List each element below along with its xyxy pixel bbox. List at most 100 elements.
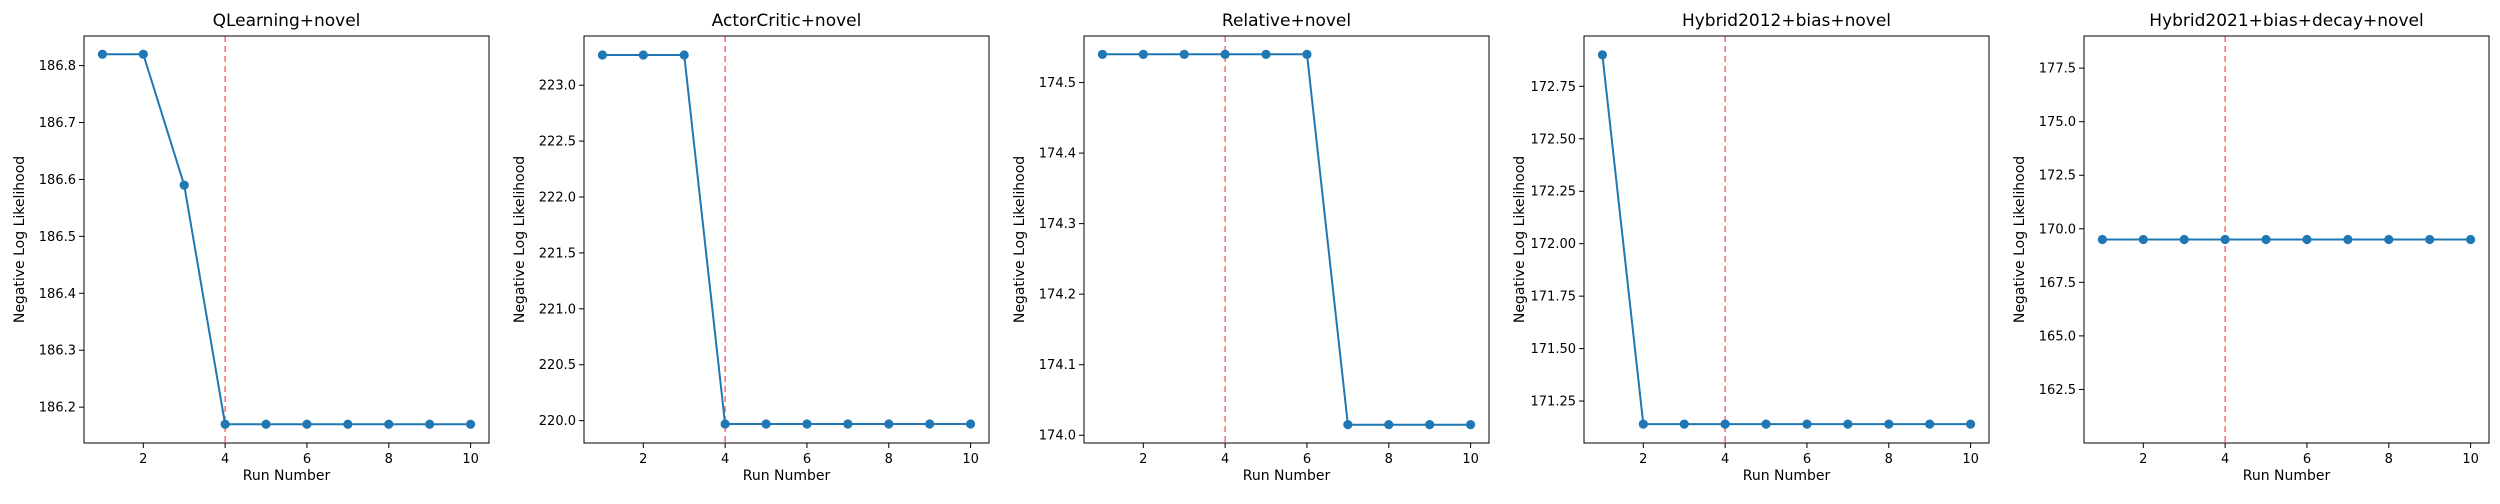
x-tick-label: 6 (1803, 452, 1811, 467)
y-tick-label: 186.7 (39, 116, 76, 131)
y-tick-label: 186.4 (39, 287, 76, 302)
x-tick-label: 2 (1139, 452, 1147, 467)
x-tick-label: 8 (1885, 452, 1893, 467)
x-tick-label: 6 (1303, 452, 1311, 467)
x-tick-label: 8 (2385, 452, 2393, 467)
plot-frame (583, 35, 990, 444)
series-line (1102, 53, 1471, 426)
x-tick-label: 4 (2221, 452, 2229, 467)
x-tick-label: 10 (462, 452, 479, 467)
y-tick-label: 174.2 (1039, 288, 1076, 303)
x-axis-label: Run Number (1743, 468, 1831, 484)
y-tick-label: 222.5 (539, 135, 576, 150)
data-point (843, 419, 853, 429)
chart-panel: ActorCritic+novel 2 4 6 8 10 220.0 220.5 221.0 22… (512, 11, 990, 484)
data-point (2138, 234, 2148, 245)
data-point (720, 419, 730, 429)
x-tick-label: 8 (1385, 452, 1393, 467)
data-point (1761, 419, 1771, 429)
chart-panel: QLearning+novel 2 4 6 8 10 186.2 186.3 186.4 186.… (12, 11, 490, 484)
data-point (425, 419, 435, 429)
data-point (1179, 49, 1189, 59)
data-point (1343, 420, 1353, 430)
data-point (261, 419, 271, 429)
data-point (1802, 419, 1812, 429)
x-axis-label: Run Number (2243, 468, 2331, 484)
y-tick-label: 165.0 (2039, 329, 2076, 344)
data-point (179, 180, 189, 190)
y-tick-label: 175.0 (2039, 115, 2076, 130)
y-tick-label: 221.0 (539, 302, 576, 317)
y-tick-label: 167.5 (2039, 276, 2076, 291)
x-axis-label: Run Number (243, 468, 331, 484)
x-tick-label: 8 (885, 452, 893, 467)
x-tick-label: 2 (2139, 452, 2147, 467)
y-tick-label: 174.5 (1039, 76, 1076, 91)
y-tick-label: 220.0 (539, 414, 576, 429)
data-point (761, 419, 771, 429)
data-point (2302, 234, 2312, 245)
data-point (97, 49, 108, 59)
series-line (102, 53, 471, 426)
y-tick-label: 221.5 (539, 246, 576, 261)
y-tick-label: 174.1 (1039, 358, 1076, 373)
data-point (679, 50, 689, 60)
x-axis-label: Run Number (743, 468, 831, 484)
y-tick-label: 220.5 (539, 358, 576, 373)
plot-frame (1583, 35, 1990, 444)
y-tick-label: 186.2 (39, 401, 76, 416)
x-tick-label: 4 (721, 452, 729, 467)
y-axis-label: Negative Log Likelihood (1512, 156, 1528, 323)
data-point (1597, 50, 1608, 60)
x-tick-label: 4 (1221, 452, 1229, 467)
data-point (597, 50, 608, 60)
chart-panel: Hybrid2012+bias+novel 2 4 6 8 10 171.25 171.50 1… (1512, 11, 1990, 484)
x-tick-label: 10 (1462, 452, 1479, 467)
y-tick-label: 171.75 (1531, 290, 1577, 305)
chart-panel: Relative+novel 2 4 6 8 10 174.0 174.1 174.2 174.3… (1012, 11, 1490, 484)
data-point (1925, 419, 1935, 429)
chart-title: Hybrid2021+bias+decay+novel (2149, 11, 2423, 31)
data-point (138, 49, 148, 59)
x-tick-label: 10 (962, 452, 979, 467)
x-tick-label: 4 (1721, 452, 1729, 467)
data-point (1097, 49, 1108, 59)
y-tick-label: 174.3 (1039, 217, 1076, 232)
data-point (802, 419, 812, 429)
chart-title: Hybrid2012+bias+novel (1682, 11, 1891, 31)
y-axis-label: Negative Log Likelihood (2012, 156, 2028, 323)
y-tick-label: 177.5 (2039, 62, 2076, 77)
data-point (1638, 419, 1648, 429)
chart-title: ActorCritic+novel (712, 11, 862, 31)
y-tick-label: 223.0 (539, 79, 576, 94)
y-tick-label: 172.50 (1531, 132, 1577, 147)
data-point (1425, 420, 1435, 430)
data-point (2179, 234, 2189, 245)
data-point (1965, 419, 1976, 429)
data-point (2220, 234, 2230, 245)
series-line (1601, 54, 1971, 426)
x-tick-label: 6 (803, 452, 811, 467)
x-tick-label: 8 (385, 452, 393, 467)
y-tick-label: 172.75 (1531, 80, 1577, 95)
data-point (884, 419, 894, 429)
data-point (1679, 419, 1689, 429)
plot-frame (83, 35, 490, 444)
y-tick-label: 186.6 (39, 173, 76, 188)
y-tick-label: 186.8 (39, 59, 76, 74)
data-point (1384, 420, 1394, 430)
y-tick-label: 170.0 (2039, 222, 2076, 237)
data-point (343, 419, 353, 429)
data-point (302, 419, 312, 429)
x-tick-label: 2 (639, 452, 647, 467)
x-tick-label: 10 (1962, 452, 1979, 467)
data-point (1220, 49, 1230, 59)
plot-frame (2083, 35, 2490, 444)
data-point (965, 419, 976, 429)
y-tick-label: 186.5 (39, 230, 76, 245)
y-tick-label: 222.0 (539, 191, 576, 206)
y-tick-label: 172.25 (1531, 185, 1577, 200)
y-tick-label: 174.0 (1039, 429, 1076, 444)
x-tick-label: 2 (139, 452, 147, 467)
